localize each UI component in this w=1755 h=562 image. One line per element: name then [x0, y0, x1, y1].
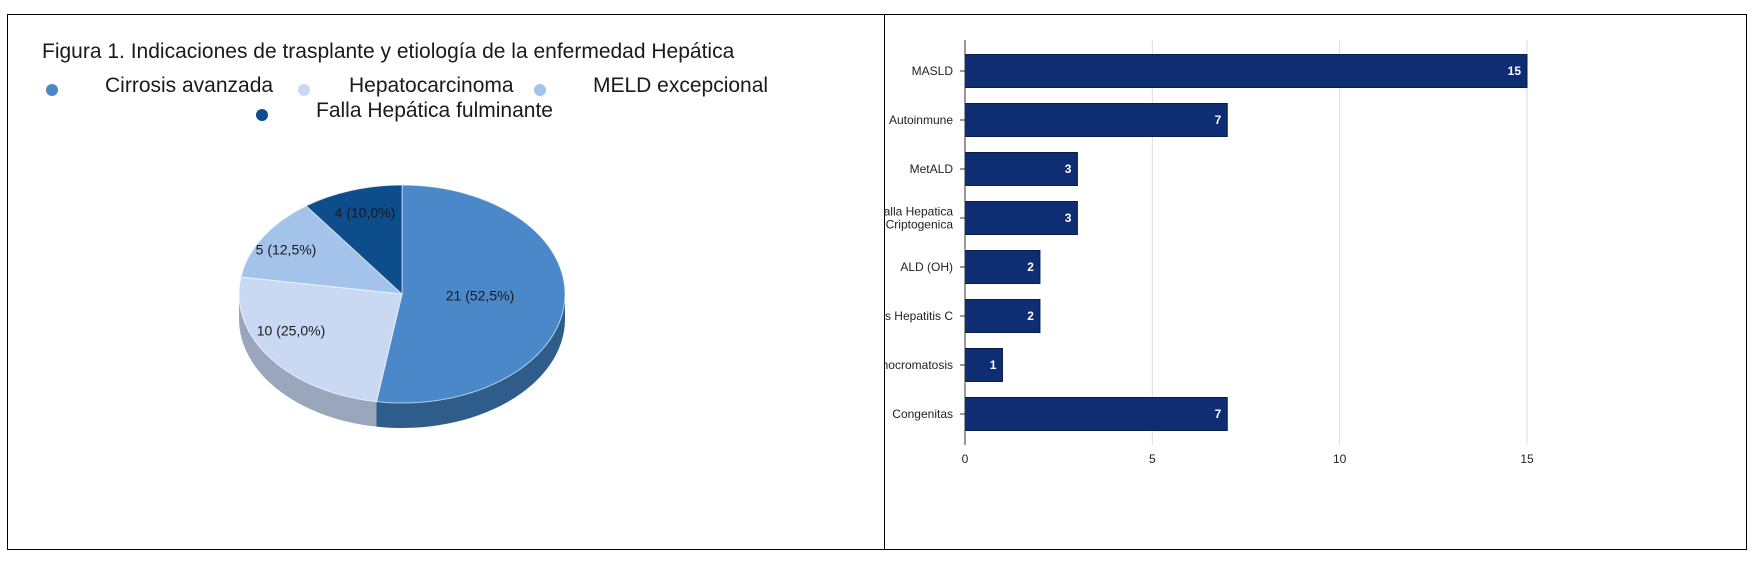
bar-value-label-7: 7 [1215, 407, 1222, 421]
bar-category-label-2: MetALD [910, 162, 954, 176]
bar-category-line: MetALD [910, 162, 954, 176]
bar-3 [964, 201, 1078, 235]
bar-category-line: Autoinmune [889, 113, 953, 127]
pie-chart-title: Figura 1. Indicaciones de trasplante y e… [42, 40, 735, 63]
legend-marker-hepatocarcinoma [298, 84, 310, 96]
bar-x-tick-label-2: 10 [1333, 452, 1347, 466]
bar-category-line: Hemocromatosis [885, 358, 953, 372]
bar-category-label-6: Hemocromatosis [885, 358, 953, 372]
bar-1 [964, 103, 1228, 137]
pie-data-label-1: 10 (25,0%) [257, 323, 325, 339]
pie-side-1 [239, 294, 377, 427]
bar-7 [964, 397, 1228, 431]
legend-label-cirrosis: Cirrosis avanzada [105, 74, 274, 97]
bar-gridlines [1151, 40, 1528, 445]
bar-5 [964, 299, 1041, 333]
pie-data-label-2: 5 (12,5%) [256, 242, 317, 258]
pie-chart-panel: Figura 1. Indicaciones de trasplante y e… [8, 14, 884, 550]
bar-category-label-0: MASLD [912, 64, 954, 78]
pie-slice-0 [375, 184, 566, 404]
bar-category-label-5: Virus Hepatitis C [885, 309, 953, 323]
pie-slices [238, 184, 566, 404]
bar-value-label-6: 1 [990, 358, 997, 372]
bar-category-label-4: ALD (OH) [900, 260, 953, 274]
legend-label-meld: MELD excepcional [593, 74, 769, 97]
bar-x-tick-label-0: 0 [962, 452, 969, 466]
bar-category-line: MASLD [912, 64, 954, 78]
pie-data-label-0: 21 (52,5%) [446, 288, 514, 304]
bar-value-label-4: 2 [1027, 260, 1034, 274]
legend-marker-meld [534, 84, 546, 96]
bar-category-line: ALD (OH) [900, 260, 953, 274]
legend-label-hepatocarcinoma: Hepatocarcinoma [349, 74, 514, 97]
bar-value-label-5: 2 [1027, 309, 1034, 323]
bar-value-label-1: 7 [1215, 113, 1222, 127]
pie-chart: 21 (52,5%) 10 (25,0%) 5 (12,5%) 4 (10,0%) [238, 184, 566, 428]
bar-2 [964, 152, 1078, 186]
bar-4 [964, 250, 1041, 284]
pie-slice-2 [240, 205, 404, 295]
bar-0 [964, 54, 1528, 88]
bar-category-line: Virus Hepatitis C [885, 309, 953, 323]
pie-data-label-3: 4 (10,0%) [335, 205, 396, 221]
bar-chart-panel: 15MASLD7Autoinmune3MetALD3Falla Hepatica… [885, 14, 1747, 550]
bar-series [964, 54, 1528, 431]
legend-label-falla: Falla Hepática fulminante [316, 99, 553, 122]
pie-slice-1 [238, 276, 403, 403]
bar-chart: 15MASLD7Autoinmune3MetALD3Falla Hepatica… [885, 40, 1534, 466]
panel-divider [884, 14, 885, 550]
pie-side-walls [239, 294, 565, 428]
bar-category-line: Criptogenica [886, 218, 954, 232]
bar-category-line: Congenitas [892, 407, 953, 421]
bar-category-label-1: Autoinmune [889, 113, 953, 127]
pie-side-0 [376, 294, 565, 428]
bar-6 [964, 348, 1003, 382]
figure-frame [7, 14, 1747, 550]
legend-marker-cirrosis [46, 84, 58, 96]
bar-x-tick-label-3: 15 [1520, 452, 1534, 466]
bar-category-line: Falla Hepatica [885, 205, 953, 219]
bar-category-label-7: Congenitas [892, 407, 953, 421]
bar-x-tick-label-1: 5 [1149, 452, 1156, 466]
legend-marker-falla [256, 109, 268, 121]
bar-value-label-3: 3 [1065, 211, 1072, 225]
bar-value-label-0: 15 [1508, 64, 1522, 78]
bar-value-label-2: 3 [1065, 162, 1072, 176]
pie-slice-3 [305, 184, 403, 296]
